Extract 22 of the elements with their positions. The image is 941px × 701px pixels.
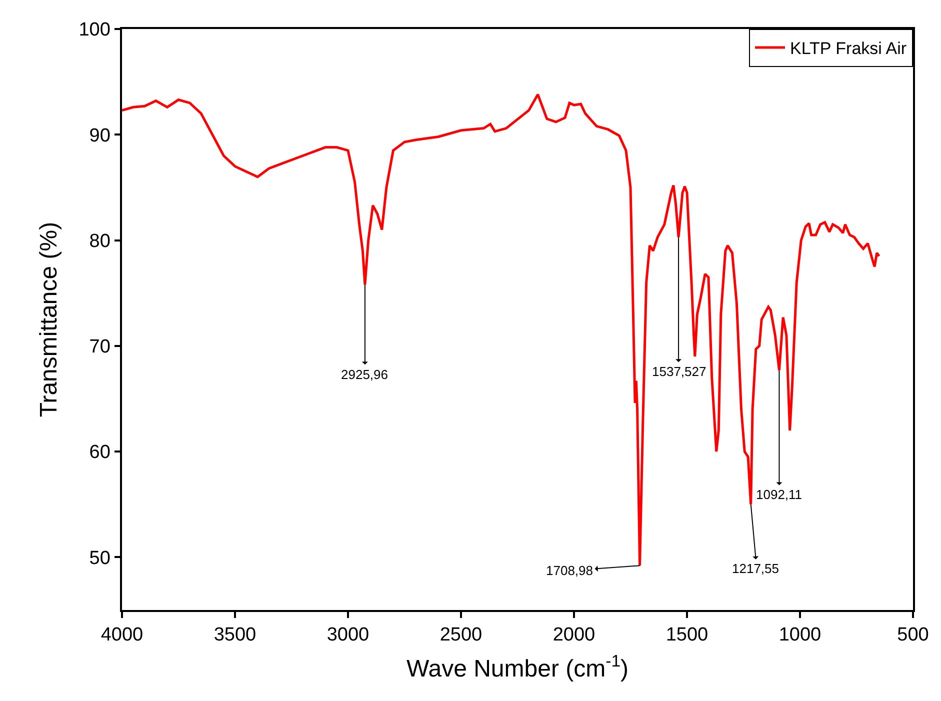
x-axis-title: Wave Number (cm$^{-1}$) — [406, 651, 629, 682]
x-tick-label: 3500 — [214, 624, 256, 646]
y-tick-label: 60 — [89, 442, 110, 464]
annotation: 2925,96 — [341, 367, 388, 382]
annotation: 1092,11 — [756, 487, 802, 502]
y-tick-label: 80 — [89, 230, 110, 252]
x-tick-label: 4000 — [100, 624, 144, 646]
x-tick-label: 1000 — [778, 624, 822, 646]
x-tick-label: 2500 — [440, 624, 482, 646]
annotation: 1217,55 — [732, 561, 779, 576]
x-tick-label: 1500 — [666, 624, 708, 646]
y-axis-title: Transmittance (%) — [35, 222, 62, 418]
annotation: 1537,527 — [652, 364, 706, 379]
x-tick-label: 3000 — [326, 624, 370, 646]
y-tick-label: 50 — [89, 548, 110, 569]
y-tick-label: 70 — [89, 336, 110, 358]
annotation: 1708,98 — [546, 563, 593, 578]
legend-label: KLTP Fraksi Air — [790, 39, 907, 58]
x-tick-label: 500 — [897, 624, 929, 646]
y-tick-label: 100 — [78, 20, 110, 41]
y-tick-label: 90 — [89, 125, 110, 146]
x-tick-label: 2000 — [552, 624, 596, 646]
